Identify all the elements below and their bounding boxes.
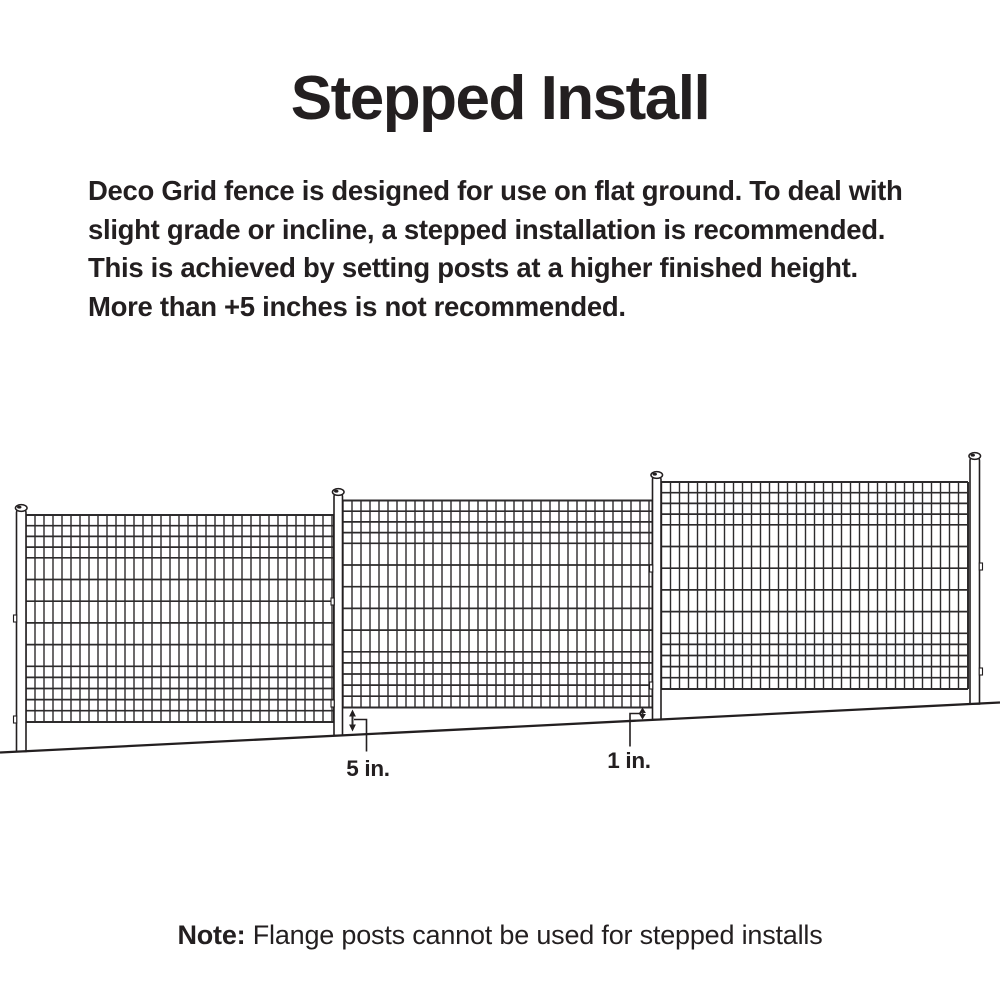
- post-bracket-nub: [12, 614, 18, 623]
- intro-line: Deco Grid fence is designed for use on f…: [88, 175, 903, 206]
- fence-panel: [342, 499, 654, 709]
- post-cap-detail: [652, 472, 657, 476]
- note-text: Flange posts cannot be used for stepped …: [245, 920, 823, 950]
- post-bracket-nub: [978, 562, 984, 571]
- arrowhead-down-icon: [349, 724, 356, 732]
- post-cap-detail: [970, 453, 975, 457]
- post-body: [15, 509, 27, 753]
- post-bracket-nub: [330, 699, 335, 708]
- post-body: [333, 493, 344, 737]
- post-bracket-nub: [648, 564, 654, 573]
- intro-paragraph: Deco Grid fence is designed for use on f…: [88, 172, 948, 326]
- post-cap: [650, 470, 664, 480]
- fence-post: [648, 470, 664, 721]
- post-cap-detail: [17, 505, 22, 509]
- post-bracket-nub: [978, 667, 984, 676]
- post-bracket-nub: [12, 715, 18, 724]
- measurement-annotation: 1 in.: [607, 707, 651, 773]
- leader-line: [354, 718, 368, 752]
- fence-post: [968, 451, 984, 705]
- arrowhead-up-icon: [639, 707, 646, 713]
- post-cap: [968, 451, 982, 461]
- leader-line: [629, 712, 641, 747]
- arrowhead-down-icon: [639, 714, 646, 720]
- measurement-label: 1 in.: [607, 748, 651, 773]
- post-cap-detail: [334, 489, 339, 493]
- fence-post: [330, 487, 345, 737]
- ground-line: [0, 701, 1000, 754]
- measurement-label: 5 in.: [346, 756, 390, 781]
- page-title: Stepped Install: [290, 64, 711, 133]
- arrowhead-up-icon: [349, 709, 356, 717]
- post-cap: [331, 487, 345, 497]
- post-bracket-nub: [330, 597, 335, 606]
- measurement-annotation: 5 in.: [346, 709, 390, 781]
- footer-note: Note: Flange posts cannot be used for st…: [0, 920, 1000, 951]
- fence-post: [12, 503, 28, 753]
- post-body: [969, 457, 981, 705]
- fence-panel: [660, 481, 969, 690]
- intro-line: This is achieved by setting posts at a h…: [88, 252, 858, 283]
- fence-panel: [25, 514, 335, 723]
- post-cap: [14, 503, 28, 513]
- intro-line: More than +5 inches is not recommended.: [88, 290, 626, 322]
- post-bracket-nub: [648, 681, 654, 690]
- post-body: [651, 476, 662, 721]
- note-label: Note:: [177, 920, 246, 950]
- intro-line: slight grade or incline, a stepped insta…: [88, 213, 886, 245]
